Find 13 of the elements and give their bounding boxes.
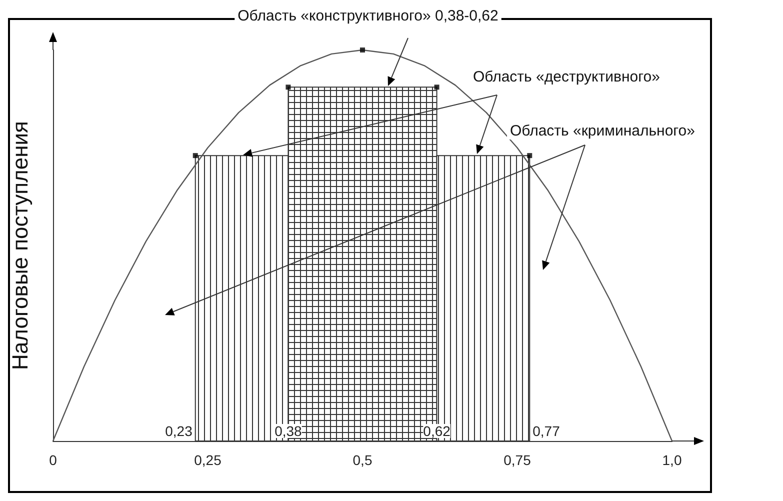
annotation: 0,38	[274, 423, 302, 439]
x-tick-label: 1,0	[662, 452, 682, 468]
annotation: Область «криминального»	[510, 122, 695, 140]
annotation: Область «деструктивного»	[473, 68, 660, 86]
x-tick-label: 0,25	[194, 452, 222, 468]
annotation: 0,77	[532, 423, 560, 439]
text: Область «конструктивного» 0,38-0,62	[238, 8, 498, 24]
y-axis-title: Налоговые поступления	[8, 121, 32, 370]
annotation: 0,62	[423, 423, 451, 439]
x-tick-label: 0,5	[352, 452, 372, 468]
annotation: 0,23	[165, 423, 193, 439]
x-tick-label: 0,75	[504, 452, 532, 468]
x-tick-label: 0	[49, 452, 58, 468]
